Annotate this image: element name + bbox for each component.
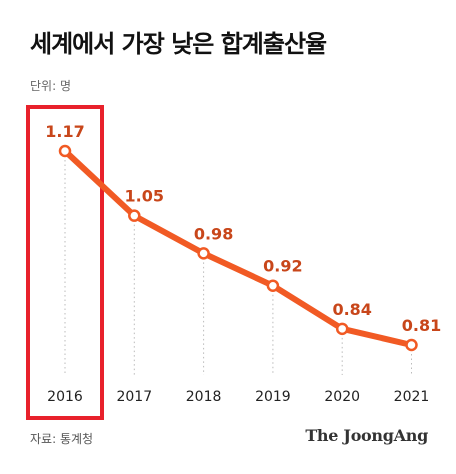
data-point-2020 [335, 322, 349, 336]
data-label-2021: 0.81 [402, 316, 441, 335]
vertical-guides [64, 151, 412, 375]
x-axis-ticks: 2016 2017 2018 2019 2020 2021 [47, 389, 429, 405]
x-tick-2018: 2018 [186, 389, 222, 405]
data-label-2019: 0.92 [263, 257, 302, 276]
data-point-2016 [58, 144, 72, 158]
data-label-2018: 0.98 [194, 224, 233, 243]
unit-label: 단위: 명 [30, 79, 71, 93]
data-labels: 1.17 1.05 0.98 0.92 0.84 0.81 [45, 122, 441, 335]
publisher-logo: The JoongAng [305, 426, 428, 445]
x-tick-2017: 2017 [116, 389, 152, 405]
data-points [58, 144, 418, 352]
x-tick-2016: 2016 [47, 389, 83, 405]
data-label-2016: 1.17 [45, 122, 84, 141]
x-tick-2021: 2021 [394, 389, 430, 405]
data-point-2018 [197, 247, 210, 260]
chart-title: 세계에서 가장 낮은 합계출산율 [30, 30, 327, 58]
data-point-2019 [266, 279, 280, 292]
data-label-2020: 0.84 [332, 300, 371, 319]
x-tick-2020: 2020 [324, 389, 360, 405]
data-label-2017: 1.05 [125, 187, 164, 206]
series-line [62, 148, 415, 348]
data-point-2021 [405, 338, 418, 352]
highlight-box [26, 105, 104, 420]
source-note: 자료: 통계청 [30, 432, 94, 446]
data-point-2017 [128, 209, 141, 222]
x-tick-2019: 2019 [255, 389, 291, 405]
